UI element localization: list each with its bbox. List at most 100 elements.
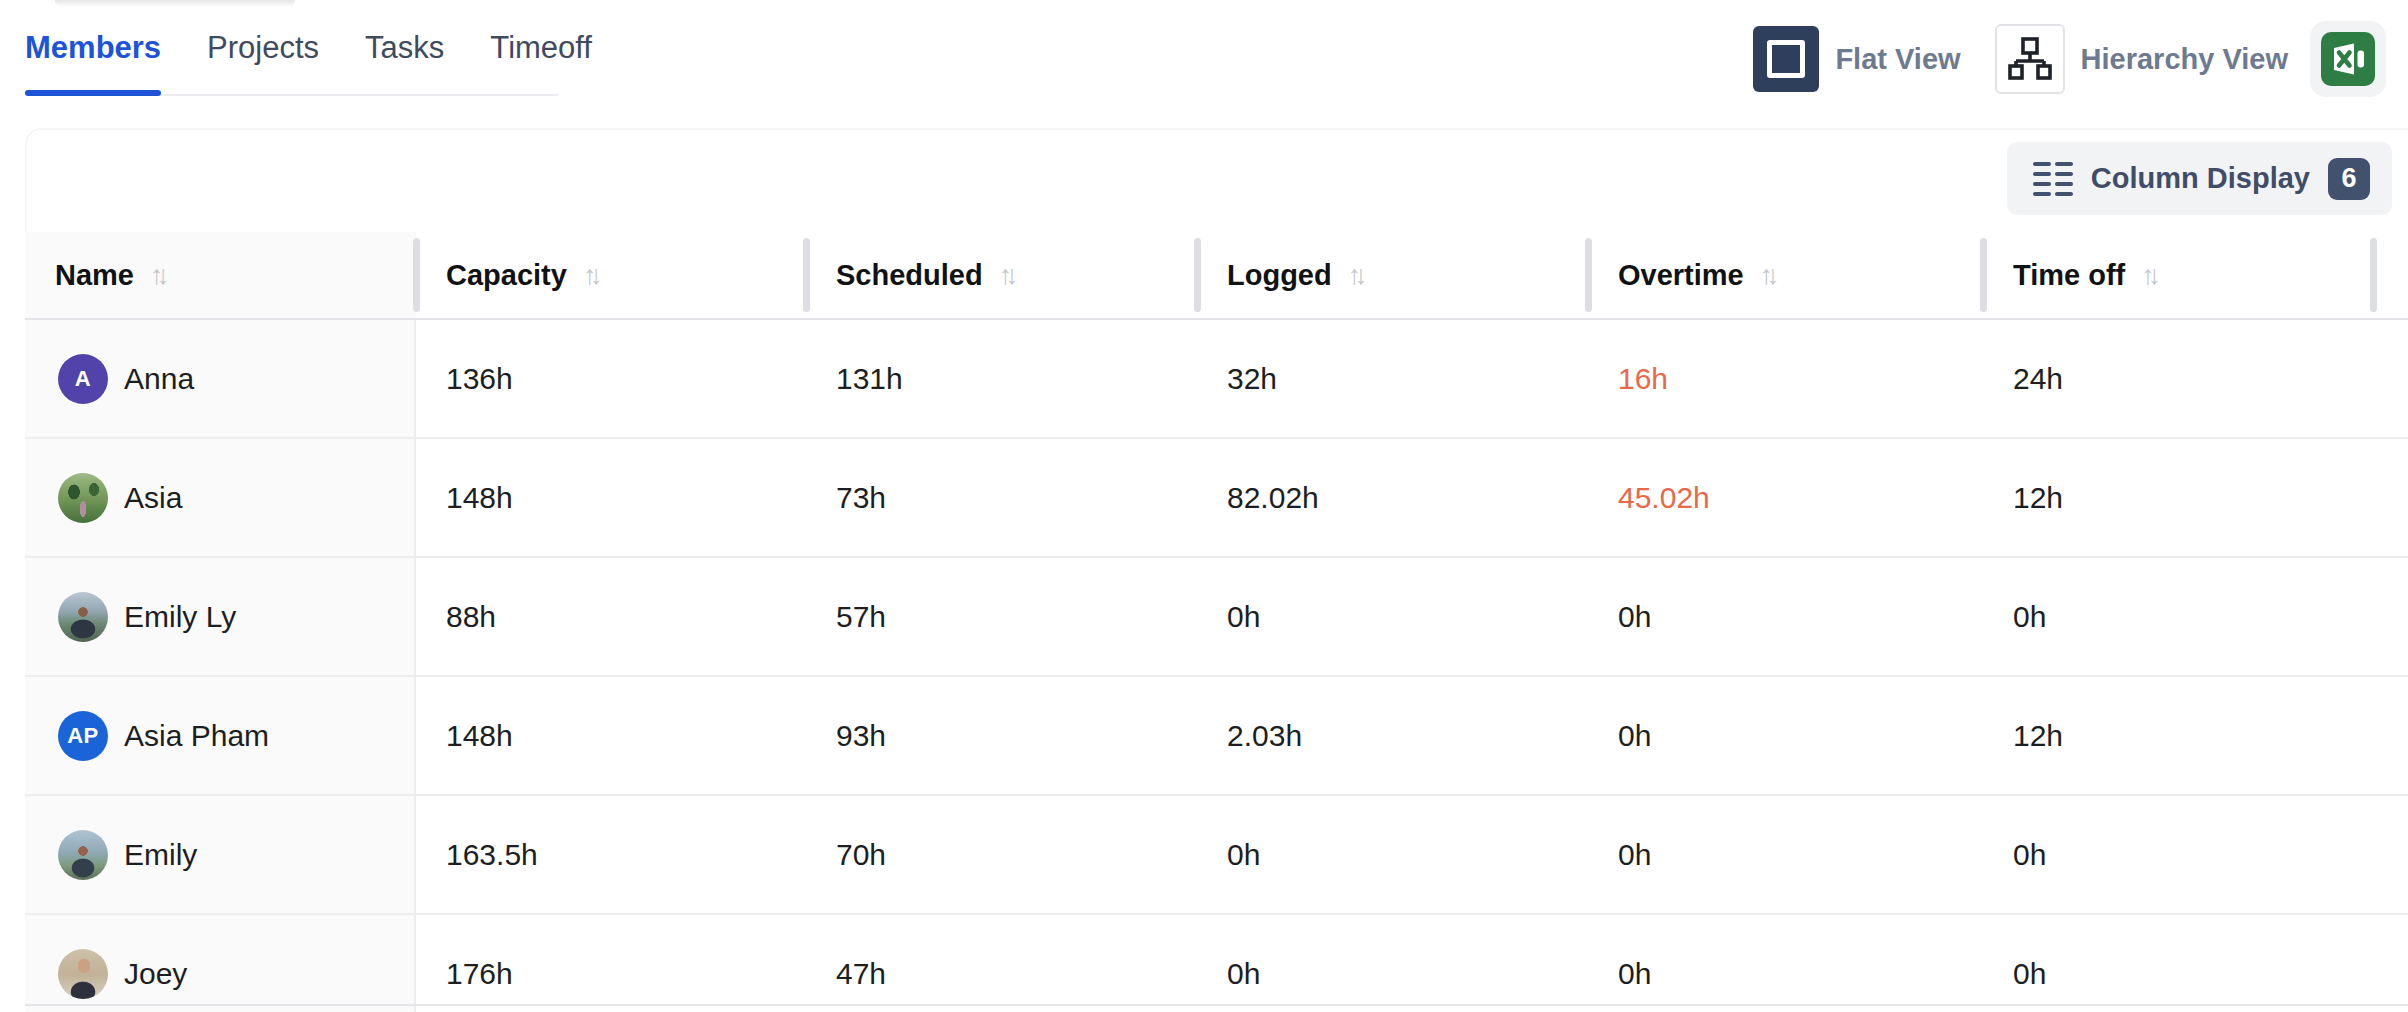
column-resize-handle[interactable] — [2370, 238, 2377, 312]
member-name-cell[interactable]: Asia — [25, 439, 416, 556]
scheduled-value: 57h — [836, 600, 886, 634]
member-name: Anna — [124, 362, 194, 396]
tab-projects[interactable]: Projects — [207, 0, 319, 96]
logged-value: 2.03h — [1227, 719, 1302, 753]
timeoff-value: 24h — [2013, 362, 2063, 396]
overtime-cell: 0h — [1588, 677, 1983, 794]
member-name: Emily Ly — [124, 600, 236, 634]
column-header-name[interactable]: Name ↑↓ — [25, 232, 416, 318]
column-resize-handle[interactable] — [1194, 238, 1201, 312]
member-name-cell[interactable]: A Anna — [25, 320, 416, 437]
tab-tasks[interactable]: Tasks — [365, 0, 444, 96]
overtime-value: 0h — [1618, 838, 1651, 872]
sort-icon[interactable]: ↑↓ — [999, 260, 1019, 291]
capacity-cell: 136h — [416, 320, 806, 437]
sort-icon[interactable]: ↑↓ — [1760, 260, 1780, 291]
capacity-value: 148h — [446, 481, 513, 515]
column-resize-handle[interactable] — [803, 238, 810, 312]
logged-value: 0h — [1227, 600, 1260, 634]
column-display-label: Column Display — [2091, 162, 2310, 195]
overtime-cell: 0h — [1588, 915, 1983, 1012]
scheduled-value: 131h — [836, 362, 903, 396]
avatar-photo — [58, 592, 108, 642]
overtime-cell: 0h — [1588, 796, 1983, 913]
column-header-capacity[interactable]: Capacity ↑↓ — [416, 232, 806, 318]
overtime-value: 0h — [1618, 719, 1651, 753]
excel-icon — [2321, 32, 2375, 86]
timeoff-value: 12h — [2013, 719, 2063, 753]
column-resize-handle[interactable] — [1585, 238, 1592, 312]
table-body: A Anna 136h 131h 32h 16h 24h Asia 148h 73h82.02h 4… — [25, 320, 2408, 1012]
hierarchy-view-label: Hierarchy View — [2081, 43, 2288, 76]
capacity-cell: 88h — [416, 558, 806, 675]
sort-icon[interactable]: ↑↓ — [150, 260, 170, 291]
sort-icon[interactable]: ↑↓ — [2141, 260, 2161, 291]
table-row[interactable]: Asia 148h 73h82.02h 45.02h 12h — [25, 439, 2408, 558]
column-label: Capacity — [446, 259, 567, 292]
scheduled-cell: 70h — [806, 796, 1197, 913]
capacity-cell: 176h — [416, 915, 806, 1012]
avatar-initials: AP — [58, 711, 108, 761]
member-name: Emily — [124, 838, 197, 872]
avatar-photo — [58, 949, 108, 999]
column-header-scheduled[interactable]: Scheduled ↑↓ — [806, 232, 1197, 318]
logged-cell: 2.03h — [1197, 677, 1588, 794]
column-count-badge: 6 — [2328, 158, 2370, 200]
column-label: Scheduled — [836, 259, 983, 292]
view-controls: Flat View Hierarchy View — [1753, 0, 2386, 118]
column-resize-handle[interactable] — [413, 238, 420, 312]
hierarchy-icon — [2007, 36, 2053, 82]
scheduled-cell: 93h — [806, 677, 1197, 794]
column-display-button[interactable]: Column Display 6 — [2007, 142, 2392, 215]
timeoff-cell: 0h — [1983, 558, 2375, 675]
member-name-cell[interactable]: APAsia Pham — [25, 677, 416, 794]
table-row[interactable]: A Anna 136h 131h 32h 16h 24h — [25, 320, 2408, 439]
table-row[interactable]: Emily163.5h70h0h0h0h — [25, 796, 2408, 915]
timeoff-cell: 12h — [1983, 439, 2375, 556]
overtime-value: 16h — [1618, 362, 1668, 396]
logged-cell: 82.02h — [1197, 439, 1588, 556]
timeoff-cell: 24h — [1983, 320, 2375, 437]
column-label: Logged — [1227, 259, 1332, 292]
tab-timeoff[interactable]: Timeoff — [490, 0, 592, 96]
capacity-value: 136h — [446, 362, 513, 396]
logged-cell: 32h — [1197, 320, 1588, 437]
capacity-value: 163.5h — [446, 838, 538, 872]
avatar-initials: A — [58, 354, 108, 404]
member-name-cell[interactable]: Joey — [25, 915, 416, 1012]
overtime-cell: 16h — [1588, 320, 1983, 437]
scheduled-cell: 73h — [806, 439, 1197, 556]
scheduled-value: 93h — [836, 719, 886, 753]
column-resize-handle[interactable] — [1980, 238, 1987, 312]
table-row[interactable]: Joey176h47h0h0h0h — [25, 915, 2408, 1012]
column-label: Name — [55, 259, 134, 292]
members-page: Members Projects Tasks Timeoff Flat View Hi… — [0, 0, 2408, 1012]
flat-view-button[interactable] — [1753, 26, 1819, 92]
timeoff-value: 0h — [2013, 838, 2046, 872]
logged-cell: 0h — [1197, 558, 1588, 675]
capacity-value: 176h — [446, 957, 513, 991]
column-label: Time off — [2013, 259, 2125, 292]
table-row[interactable]: Emily Ly88h57h0h0h0h — [25, 558, 2408, 677]
excel-export-button[interactable] — [2310, 21, 2386, 97]
scheduled-value: 47h — [836, 957, 886, 991]
timeoff-value: 12h — [2013, 481, 2063, 515]
flat-view-icon — [1767, 40, 1805, 78]
hierarchy-view-button[interactable] — [1995, 24, 2065, 94]
sort-icon[interactable]: ↑↓ — [583, 260, 603, 291]
column-header-logged[interactable]: Logged ↑↓ — [1197, 232, 1588, 318]
member-name: Joey — [124, 957, 187, 991]
column-header-timeoff[interactable]: Time off ↑↓ — [1983, 232, 2375, 318]
overtime-value: 45.02h — [1618, 481, 1710, 515]
logged-cell: 0h — [1197, 915, 1588, 1012]
member-name-cell[interactable]: Emily Ly — [25, 558, 416, 675]
tab-members[interactable]: Members — [25, 0, 161, 96]
sort-icon[interactable]: ↑↓ — [1348, 260, 1368, 291]
member-name-cell[interactable]: Emily — [25, 796, 416, 913]
table-bottom-border — [25, 1004, 2408, 1006]
scheduled-cell: 47h — [806, 915, 1197, 1012]
table-row[interactable]: APAsia Pham148h93h2.03h0h12h — [25, 677, 2408, 796]
column-label: Overtime — [1618, 259, 1744, 292]
capacity-value: 88h — [446, 600, 496, 634]
column-header-overtime[interactable]: Overtime ↑↓ — [1588, 232, 1983, 318]
